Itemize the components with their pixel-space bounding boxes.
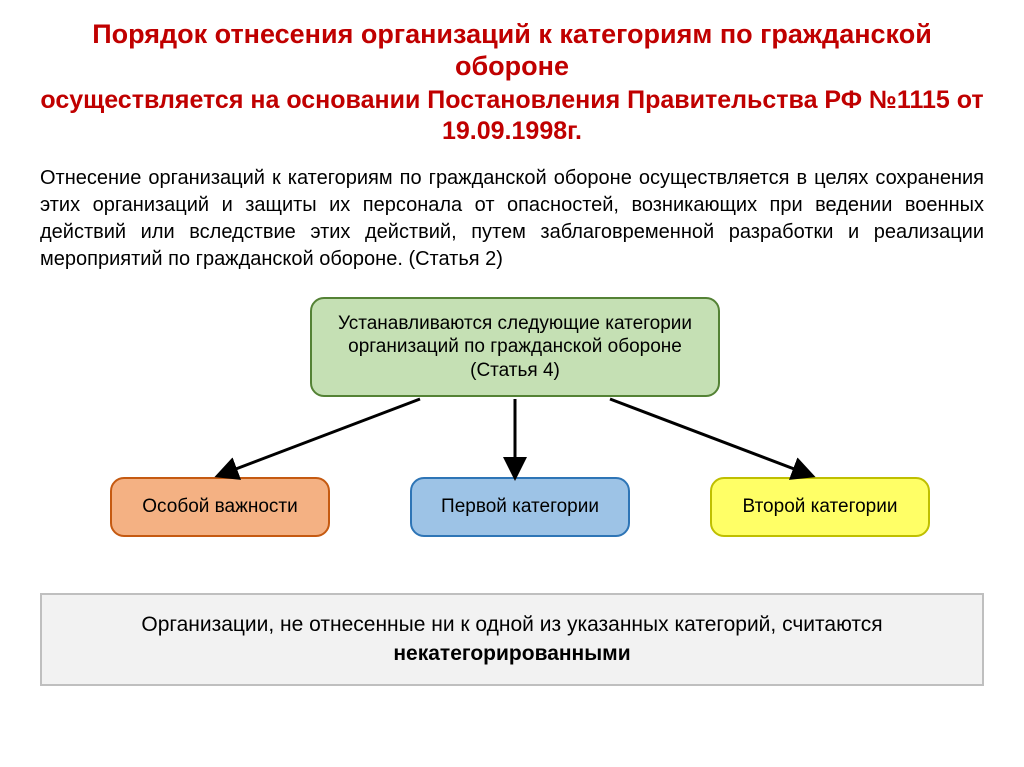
- body-paragraph: Отнесение организаций к категориям по гр…: [40, 165, 984, 273]
- category-label: Второй категории: [743, 495, 898, 519]
- categories-diagram: Устанавливаются следующие категории орга…: [40, 297, 984, 557]
- top-box: Устанавливаются следующие категории орга…: [310, 297, 720, 397]
- category-box-special: Особой важности: [110, 477, 330, 537]
- footer-bold: некатегорированными: [393, 642, 630, 665]
- category-box-first: Первой категории: [410, 477, 630, 537]
- footer-plain: Организации, не отнесенные ни к одной из…: [141, 613, 882, 636]
- slide-title: Порядок отнесения организаций к категори…: [40, 18, 984, 147]
- title-line-2: осуществляется на основании Постановлени…: [40, 85, 984, 148]
- category-label: Особой важности: [142, 495, 297, 519]
- category-label: Первой категории: [441, 495, 599, 519]
- category-box-second: Второй категории: [710, 477, 930, 537]
- title-line-1: Порядок отнесения организаций к категори…: [40, 18, 984, 83]
- title-line-2b: Постановления Правительства РФ №1115 от …: [427, 86, 983, 145]
- top-box-text: Устанавливаются следующие категории орга…: [326, 312, 704, 383]
- title-line-2a: осуществляется на основании: [40, 86, 420, 114]
- footer-note: Организации, не отнесенные ни к одной из…: [40, 593, 984, 686]
